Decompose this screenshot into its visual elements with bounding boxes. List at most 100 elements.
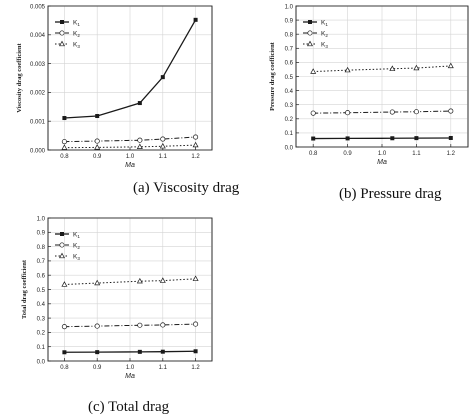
tick-label-y: 0.002 <box>30 91 46 97</box>
tick-label-y: 0.4 <box>285 89 294 95</box>
data-point-k3 <box>344 66 351 73</box>
data-point-k1 <box>448 135 453 140</box>
tick-label-y: 0.2 <box>37 331 46 337</box>
legend-marker-k3 <box>59 252 65 259</box>
tick-label-y: 0.001 <box>30 120 46 126</box>
tick-label-x: 0.9 <box>93 365 102 371</box>
tick-label-x: 1.1 <box>159 154 168 160</box>
tick-label-y: 0.9 <box>37 231 46 237</box>
tick-label-x: 1.0 <box>126 365 135 371</box>
legend-marker-k1 <box>308 20 312 24</box>
data-point-k1 <box>95 114 100 119</box>
tick-label-y: 0.005 <box>30 4 46 10</box>
caption-total-drag: (c) Total drag <box>88 399 170 415</box>
tick-label-x: 0.8 <box>60 154 69 160</box>
tick-label-y: 0.9 <box>285 18 294 24</box>
legend-marker-k2 <box>59 242 65 248</box>
tick-label-x: 1.0 <box>378 151 387 157</box>
tick-label-y: 0.0 <box>37 359 46 365</box>
series-line-k1 <box>313 137 451 140</box>
tick-label-y: 1.0 <box>285 4 294 10</box>
plot-border <box>47 217 213 362</box>
data-point-k3 <box>159 277 166 283</box>
x-axis-label: Ma <box>377 159 387 166</box>
tick-label-x: 0.9 <box>343 151 352 157</box>
data-point-k3 <box>61 281 68 287</box>
tick-label-y: 0.8 <box>37 245 46 251</box>
data-point-k1 <box>345 136 350 141</box>
tick-label-y: 0.6 <box>37 274 46 280</box>
data-point-k2 <box>160 322 166 328</box>
data-point-k3 <box>413 64 420 71</box>
data-point-k3 <box>94 279 101 286</box>
data-point-k2 <box>389 109 395 115</box>
tick-label-y: 0.5 <box>285 75 294 81</box>
series-line-k2 <box>64 136 196 143</box>
data-point-k1 <box>414 136 419 141</box>
caption-viscosity-drag: (a) Viscosity drag <box>133 180 240 196</box>
legend-label-k1: K1 <box>73 232 80 240</box>
tick-label-x: 0.9 <box>93 154 102 160</box>
series-line-k2 <box>313 110 451 114</box>
legend-marker-k3 <box>59 40 65 47</box>
data-point-k2 <box>193 321 199 327</box>
data-point-k1 <box>390 136 395 141</box>
tick-label-y: 0.3 <box>37 316 46 322</box>
legend-label-k2: K2 <box>73 31 80 39</box>
data-point-k3 <box>61 144 68 150</box>
data-point-k3 <box>136 277 143 284</box>
legend-label-k3: K3 <box>73 42 80 50</box>
series-line-k3 <box>64 144 196 149</box>
data-point-k3 <box>94 144 101 150</box>
data-point-k3 <box>136 143 143 149</box>
y-axis-label: Total drag coefficient <box>21 259 28 319</box>
legend-label-k3: K3 <box>73 254 80 262</box>
caption-pressure-drag: (b) Pressure drag <box>339 186 442 202</box>
data-point-k1 <box>62 116 67 121</box>
tick-label-y: 0.8 <box>285 33 294 39</box>
tick-label-y: 0.3 <box>285 103 294 109</box>
tick-label-x: 0.8 <box>309 151 318 157</box>
tick-label-x: 1.2 <box>447 151 456 157</box>
data-point-k2 <box>137 137 143 143</box>
x-axis-label: Ma <box>125 162 135 169</box>
legend-label-k1: K1 <box>73 20 80 28</box>
tick-label-y: 0.000 <box>30 148 46 154</box>
y-axis-label: Viscosity drag coefficient <box>16 42 23 112</box>
legend-label-k2: K2 <box>321 31 328 39</box>
data-point-k1 <box>95 350 100 355</box>
data-point-k2 <box>94 138 100 144</box>
tick-label-y: 0.7 <box>285 47 294 53</box>
data-point-k2 <box>310 110 316 116</box>
data-point-k2 <box>137 322 143 328</box>
data-point-k1 <box>160 75 165 80</box>
tick-label-y: 0.003 <box>30 62 46 68</box>
data-point-k3 <box>192 275 199 281</box>
series-line-k3 <box>64 278 196 285</box>
legend-marker-k1 <box>60 232 64 236</box>
legend-marker-k3 <box>307 40 313 47</box>
y-axis-label: Pressure drag coefficient <box>269 41 276 111</box>
data-point-k2 <box>413 109 419 115</box>
data-point-k2 <box>160 136 166 142</box>
data-point-k2 <box>448 108 454 114</box>
x-axis-label: Ma <box>125 373 135 380</box>
data-point-k1 <box>160 349 165 354</box>
data-point-k3 <box>310 68 317 74</box>
plot-border <box>47 5 213 151</box>
legend-marker-k1 <box>60 20 64 24</box>
tick-label-x: 1.1 <box>412 151 421 157</box>
data-point-k3 <box>159 142 166 149</box>
data-point-k3 <box>389 65 396 71</box>
plot-1: 0.0 0.1 0.2 0.3 0.4 0.5 0.6 0.7 0.8 0.9 1.0 0.8 0.9 1… <box>269 4 469 166</box>
data-point-k1 <box>137 349 142 354</box>
tick-label-y: 0.2 <box>285 117 294 123</box>
data-point-k2 <box>61 324 67 330</box>
data-point-k2 <box>345 110 351 116</box>
tick-label-y: 1.0 <box>37 216 46 222</box>
series-line-k2 <box>64 323 196 328</box>
legend-marker-k2 <box>307 30 313 36</box>
legend-label-k1: K1 <box>321 20 328 28</box>
tick-label-y: 0.4 <box>37 302 46 308</box>
